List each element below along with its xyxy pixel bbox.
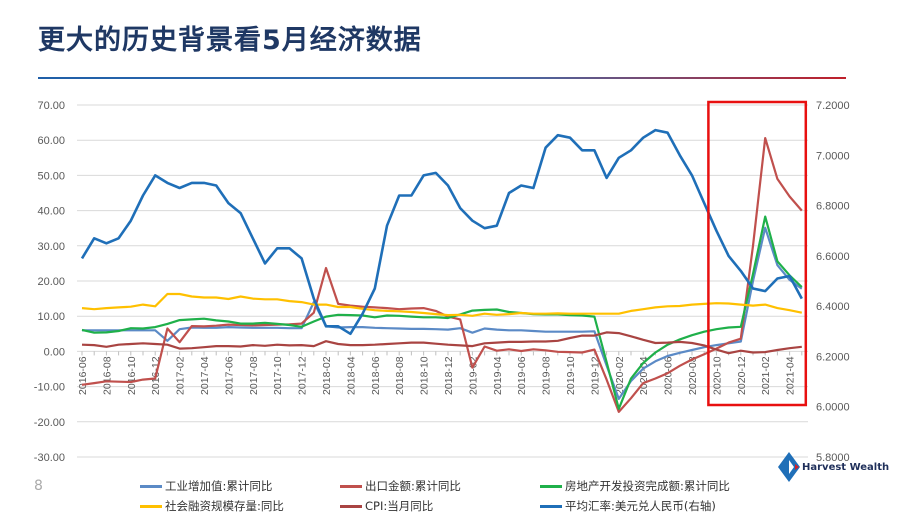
legend-swatch <box>340 484 362 488</box>
left-tick-label: 60.00 <box>37 135 65 147</box>
left-tick-label: -10.00 <box>34 382 65 394</box>
legend-item: CPI:当月同比 <box>340 498 540 514</box>
legend-label: 出口金额:累计同比 <box>365 479 461 493</box>
right-tick-label: 7.0000 <box>816 150 850 162</box>
x-tick-label: 2018-08 <box>394 356 406 395</box>
x-tick-label: 2016-08 <box>101 356 113 395</box>
grid-lines <box>77 104 808 458</box>
x-tick-label: 2020-02 <box>614 356 626 395</box>
x-tick-label: 2019-08 <box>541 356 553 395</box>
legend: 工业增加值:累计同比 出口金额:累计同比 房地产开发投资完成额:累计同比社会融资规模… <box>140 478 780 514</box>
right-tick-label: 6.0000 <box>816 402 850 414</box>
legend-label: 工业增加值:累计同比 <box>165 479 273 493</box>
legend-swatch <box>540 504 562 508</box>
x-tick-label: 2016-06 <box>77 356 89 395</box>
right-tick-label: 6.2000 <box>816 351 850 363</box>
x-tick-label: 2019-04 <box>492 356 504 395</box>
left-tick-label: 50.00 <box>37 170 65 182</box>
x-tick-label: 2019-10 <box>565 356 577 395</box>
series-line <box>81 331 802 355</box>
x-tick-label: 2020-06 <box>663 356 675 395</box>
highlight-box <box>707 100 808 407</box>
legend-item: 房地产开发投资完成额:累计同比 <box>540 478 780 494</box>
left-tick-label: 0.00 <box>44 346 65 358</box>
x-axis: 2016-06 2016-08 2016-10 2016-12 2017-02 2017-… <box>77 351 803 395</box>
x-tick-label: 2018-12 <box>443 356 455 395</box>
page-number: 8 <box>34 478 43 494</box>
left-tick-label: 40.00 <box>37 206 65 218</box>
x-tick-label: 2018-02 <box>321 356 333 395</box>
legend-item: 出口金额:累计同比 <box>340 478 540 494</box>
x-tick-label: 2017-12 <box>297 356 309 395</box>
x-tick-label: 2020-08 <box>687 356 699 395</box>
legend-swatch <box>140 484 162 488</box>
legend-item: 社会融资规模存量:同比 <box>140 498 340 514</box>
legend-label: 房地产开发投资完成额:累计同比 <box>565 479 730 493</box>
left-tick-label: 70.00 <box>37 100 65 112</box>
left-tick-label: -30.00 <box>34 452 65 464</box>
right-tick-label: 6.4000 <box>816 301 850 313</box>
harvest-wealth-logo-icon <box>778 452 800 482</box>
x-tick-label: 2017-06 <box>223 356 235 395</box>
logo-text: Harvest Wealth <box>802 461 890 473</box>
x-tick-label: 2017-04 <box>199 356 211 395</box>
left-tick-label: -20.00 <box>34 417 65 429</box>
right-tick-label: 6.6000 <box>816 251 850 263</box>
legend-swatch <box>540 484 562 488</box>
x-tick-label: 2016-10 <box>126 356 138 395</box>
left-tick-label: 20.00 <box>37 276 65 288</box>
x-tick-label: 2019-02 <box>467 356 479 395</box>
series-lines <box>80 128 803 413</box>
x-tick-label: 2019-06 <box>516 356 528 395</box>
x-tick-label: 2017-08 <box>248 356 260 395</box>
right-axis: 7.2000 7.0000 6.8000 6.6000 6.4000 6.2000 6.00… <box>816 100 850 464</box>
x-tick-label: 2018-06 <box>370 356 382 395</box>
left-axis: 70.00 60.00 50.00 40.00 30.00 20.00 10.00 0.00 -… <box>34 100 65 464</box>
legend-swatch <box>140 504 162 508</box>
page-title: 更大的历史背景看5月经济数据 <box>38 25 422 56</box>
series-line <box>80 128 803 336</box>
right-tick-label: 7.2000 <box>816 100 850 112</box>
legend-swatch <box>340 504 362 508</box>
x-tick-label: 2020-12 <box>736 356 748 395</box>
right-tick-label: 5.8000 <box>816 452 850 464</box>
x-tick-label: 2020-10 <box>711 356 723 395</box>
x-tick-label: 2017-10 <box>272 356 284 395</box>
legend-label: 平均汇率:美元兑人民币(右轴) <box>565 499 716 513</box>
right-tick-label: 6.8000 <box>816 201 850 213</box>
legend-item: 工业增加值:累计同比 <box>140 478 340 494</box>
title-divider <box>38 77 846 79</box>
legend-label: 社会融资规模存量:同比 <box>165 499 284 513</box>
series-line <box>81 292 803 317</box>
legend-item: 平均汇率:美元兑人民币(右轴) <box>540 498 780 514</box>
series-line <box>81 215 803 410</box>
x-tick-label: 2018-10 <box>419 356 431 395</box>
x-tick-label: 2018-04 <box>345 356 357 395</box>
series-line <box>82 226 803 400</box>
logo: Harvest Wealth <box>778 452 889 482</box>
left-tick-label: 30.00 <box>37 241 65 253</box>
legend-label: CPI:当月同比 <box>365 499 434 513</box>
x-tick-label: 2021-04 <box>785 356 797 395</box>
x-tick-label: 2017-02 <box>175 356 187 395</box>
left-tick-label: 10.00 <box>37 311 65 323</box>
x-tick-label: 2021-02 <box>760 356 772 395</box>
x-tick-label: 2019-12 <box>589 356 601 395</box>
